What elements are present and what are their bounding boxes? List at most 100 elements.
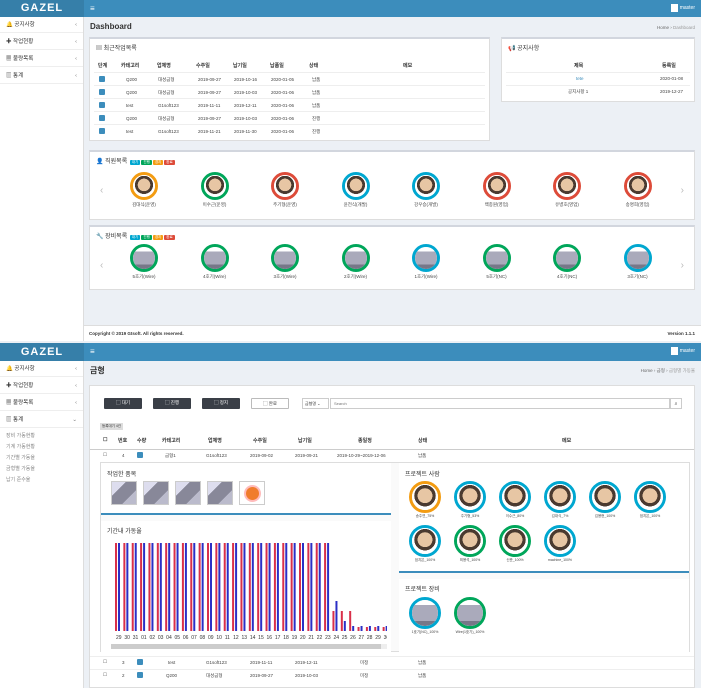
person-avatar[interactable]	[544, 481, 576, 513]
cell: 2020-01-06	[271, 129, 295, 134]
sidebar-item-work[interactable]: ✚ 작업현황 ‹	[0, 378, 83, 394]
staff-avatar[interactable]	[200, 172, 229, 200]
equipment-avatar[interactable]	[341, 244, 370, 272]
machine-image	[344, 247, 367, 269]
person-avatar[interactable]	[454, 525, 486, 557]
table-row[interactable]: ☐ 2 Q200 대성금형 2019-09-27 2019-10-03 미정 납…	[90, 669, 694, 680]
sidebar-sub-item[interactable]: 납기 준수율	[6, 477, 31, 483]
equipment-avatar[interactable]	[409, 597, 441, 629]
person-avatar[interactable]	[544, 525, 576, 557]
checkbox-all[interactable]: ☐	[103, 437, 108, 443]
person-avatar[interactable]	[409, 525, 441, 557]
staff-avatar[interactable]	[412, 172, 440, 200]
person-avatar[interactable]	[499, 525, 531, 557]
mold-item-icon[interactable]	[175, 481, 201, 505]
sidebar-2: 🔔 공지사항 ‹ ✚ 작업현황 ‹ ▦ 불량목록 ‹ ▥ 통계 ⌄ 장비 가동현황 기계…	[0, 361, 84, 688]
bar-red	[190, 543, 193, 631]
table-row[interactable]: test G1soft123 2019-11-21 2019-11-30 2020-01…	[94, 124, 485, 137]
user-menu[interactable]: master	[670, 0, 695, 17]
sidebar-item-stats[interactable]: ▥ 통계 ⌄	[0, 412, 83, 428]
row-checkbox[interactable]: ☐	[103, 659, 108, 664]
prev-arrow-icon[interactable]: ‹	[100, 185, 104, 196]
sidebar-item-notice[interactable]: 🔔 공지사항 ‹	[0, 17, 83, 33]
page-title: 금형	[90, 366, 105, 375]
notice-row[interactable]: tete 2020-01-08	[506, 72, 690, 85]
person-avatar[interactable]	[454, 481, 486, 513]
notice-row[interactable]: 공지사항 1 2019-12-27	[506, 85, 690, 98]
sidebar-item-work[interactable]: ✚ 작업현황 ‹	[0, 34, 83, 50]
sidebar-sub-item[interactable]: 장비 가동현황	[6, 433, 35, 439]
logo[interactable]: GAZEL	[0, 343, 84, 361]
person-avatar[interactable]	[499, 481, 531, 513]
equipment-avatar[interactable]	[553, 244, 581, 272]
prev-arrow-icon[interactable]: ‹	[100, 260, 104, 271]
mold-item-icon[interactable]	[143, 481, 169, 505]
sidebar-item-notice[interactable]: 🔔 공지사항 ‹	[0, 361, 83, 377]
mold-item-icon[interactable]	[207, 481, 233, 505]
bar-red	[156, 543, 159, 631]
equipment-name: Wire(1호기)_100%	[455, 630, 485, 634]
sidebar-item-defect[interactable]: ▦ 불량목록 ‹	[0, 395, 83, 411]
person-avatar[interactable]	[409, 481, 441, 513]
bar-blue	[159, 543, 162, 631]
table-row[interactable]: test G1soft123 2019-11-11 2019-12-11 2020-01…	[94, 98, 485, 111]
user-menu[interactable]: master	[670, 343, 695, 360]
person-avatar[interactable]	[634, 481, 666, 513]
search-input[interactable]	[330, 398, 670, 409]
machine-image	[556, 247, 578, 269]
status-button-stop[interactable]: ▢ 정지	[202, 398, 240, 409]
sidebar-sub-item[interactable]: 기계 가동현황	[6, 444, 35, 450]
equipment-avatar[interactable]	[454, 597, 486, 629]
x-tick-label: 15	[258, 635, 264, 641]
table-row[interactable]: Q200 대성금형 2019-09-27 2019-10-16 2020-01-05 납품	[94, 72, 485, 85]
bar-blue	[151, 543, 154, 631]
menu-toggle-icon[interactable]: ≡	[90, 4, 95, 13]
staff-avatar[interactable]	[130, 172, 158, 200]
table-row[interactable]: Q200 대성금형 2019-09-27 2019-10-03 2020-01-06 진행	[94, 111, 485, 124]
staff-avatar[interactable]	[482, 172, 511, 200]
search-icon[interactable]: ⌕	[670, 398, 682, 409]
equipment-avatar[interactable]	[623, 244, 652, 272]
search-select[interactable]: 금형명 ⌄	[302, 398, 329, 409]
x-tick-label: 14	[250, 635, 256, 641]
menu-toggle-icon[interactable]: ≡	[90, 347, 95, 356]
staff-avatar[interactable]	[553, 172, 581, 200]
logo[interactable]: GAZEL	[0, 0, 84, 17]
sidebar-sub-item[interactable]: 기간별 가동율	[6, 455, 35, 461]
status-button-wait[interactable]: ▢ 대기	[104, 398, 142, 409]
staff-avatar[interactable]	[271, 172, 299, 200]
row-checkbox[interactable]: ☐	[103, 452, 108, 457]
mold-item-icon[interactable]	[111, 481, 137, 505]
equipment-avatar[interactable]	[271, 244, 299, 272]
bar-red	[324, 543, 327, 631]
next-arrow-icon[interactable]: ›	[680, 260, 684, 271]
equipment-avatar[interactable]	[200, 244, 229, 272]
status-button-done[interactable]: ▢ 완료	[251, 398, 289, 409]
face-image	[592, 484, 618, 510]
staff-avatar[interactable]	[623, 172, 652, 200]
bar-blue	[368, 626, 371, 631]
bar-blue	[360, 626, 363, 631]
table-row[interactable]: ☐ 3 test G1soft123 2019-11-11 2019-12-11…	[90, 656, 694, 667]
sidebar-item-defect[interactable]: ▦ 불량목록 ‹	[0, 51, 83, 67]
equipment-name: 3호기(NC)	[627, 274, 648, 279]
equipment-avatar[interactable]	[482, 244, 511, 272]
status-button-progress[interactable]: ▢ 진행	[153, 398, 191, 409]
sidebar-item-stats[interactable]: ▥ 통계 ‹	[0, 68, 83, 84]
equipment-avatar[interactable]	[412, 244, 440, 272]
col-company: 업체명	[208, 438, 222, 444]
table-row[interactable]: ☐ 4 금형1 G1soft123 2019-09-02 2019-09-21 …	[90, 449, 694, 460]
chart-scrollbar[interactable]	[111, 644, 387, 649]
next-arrow-icon[interactable]: ›	[680, 185, 684, 196]
row-checkbox[interactable]: ☐	[103, 672, 108, 677]
col-category: 카테고리	[121, 63, 140, 69]
sidebar-sub-item[interactable]: 금형별 가동율	[6, 466, 35, 472]
bar-red	[123, 543, 126, 631]
person-avatar[interactable]	[589, 481, 621, 513]
mold-item-icon[interactable]	[239, 481, 265, 505]
table-row[interactable]: Q200 대성금형 2019-09-27 2019-10-03 2020-01-06 납품	[94, 85, 485, 98]
staff-name: 윤전식(개발)	[343, 202, 368, 207]
staff-avatar[interactable]	[341, 172, 370, 200]
bar-blue	[293, 543, 296, 631]
equipment-avatar[interactable]	[130, 244, 158, 272]
